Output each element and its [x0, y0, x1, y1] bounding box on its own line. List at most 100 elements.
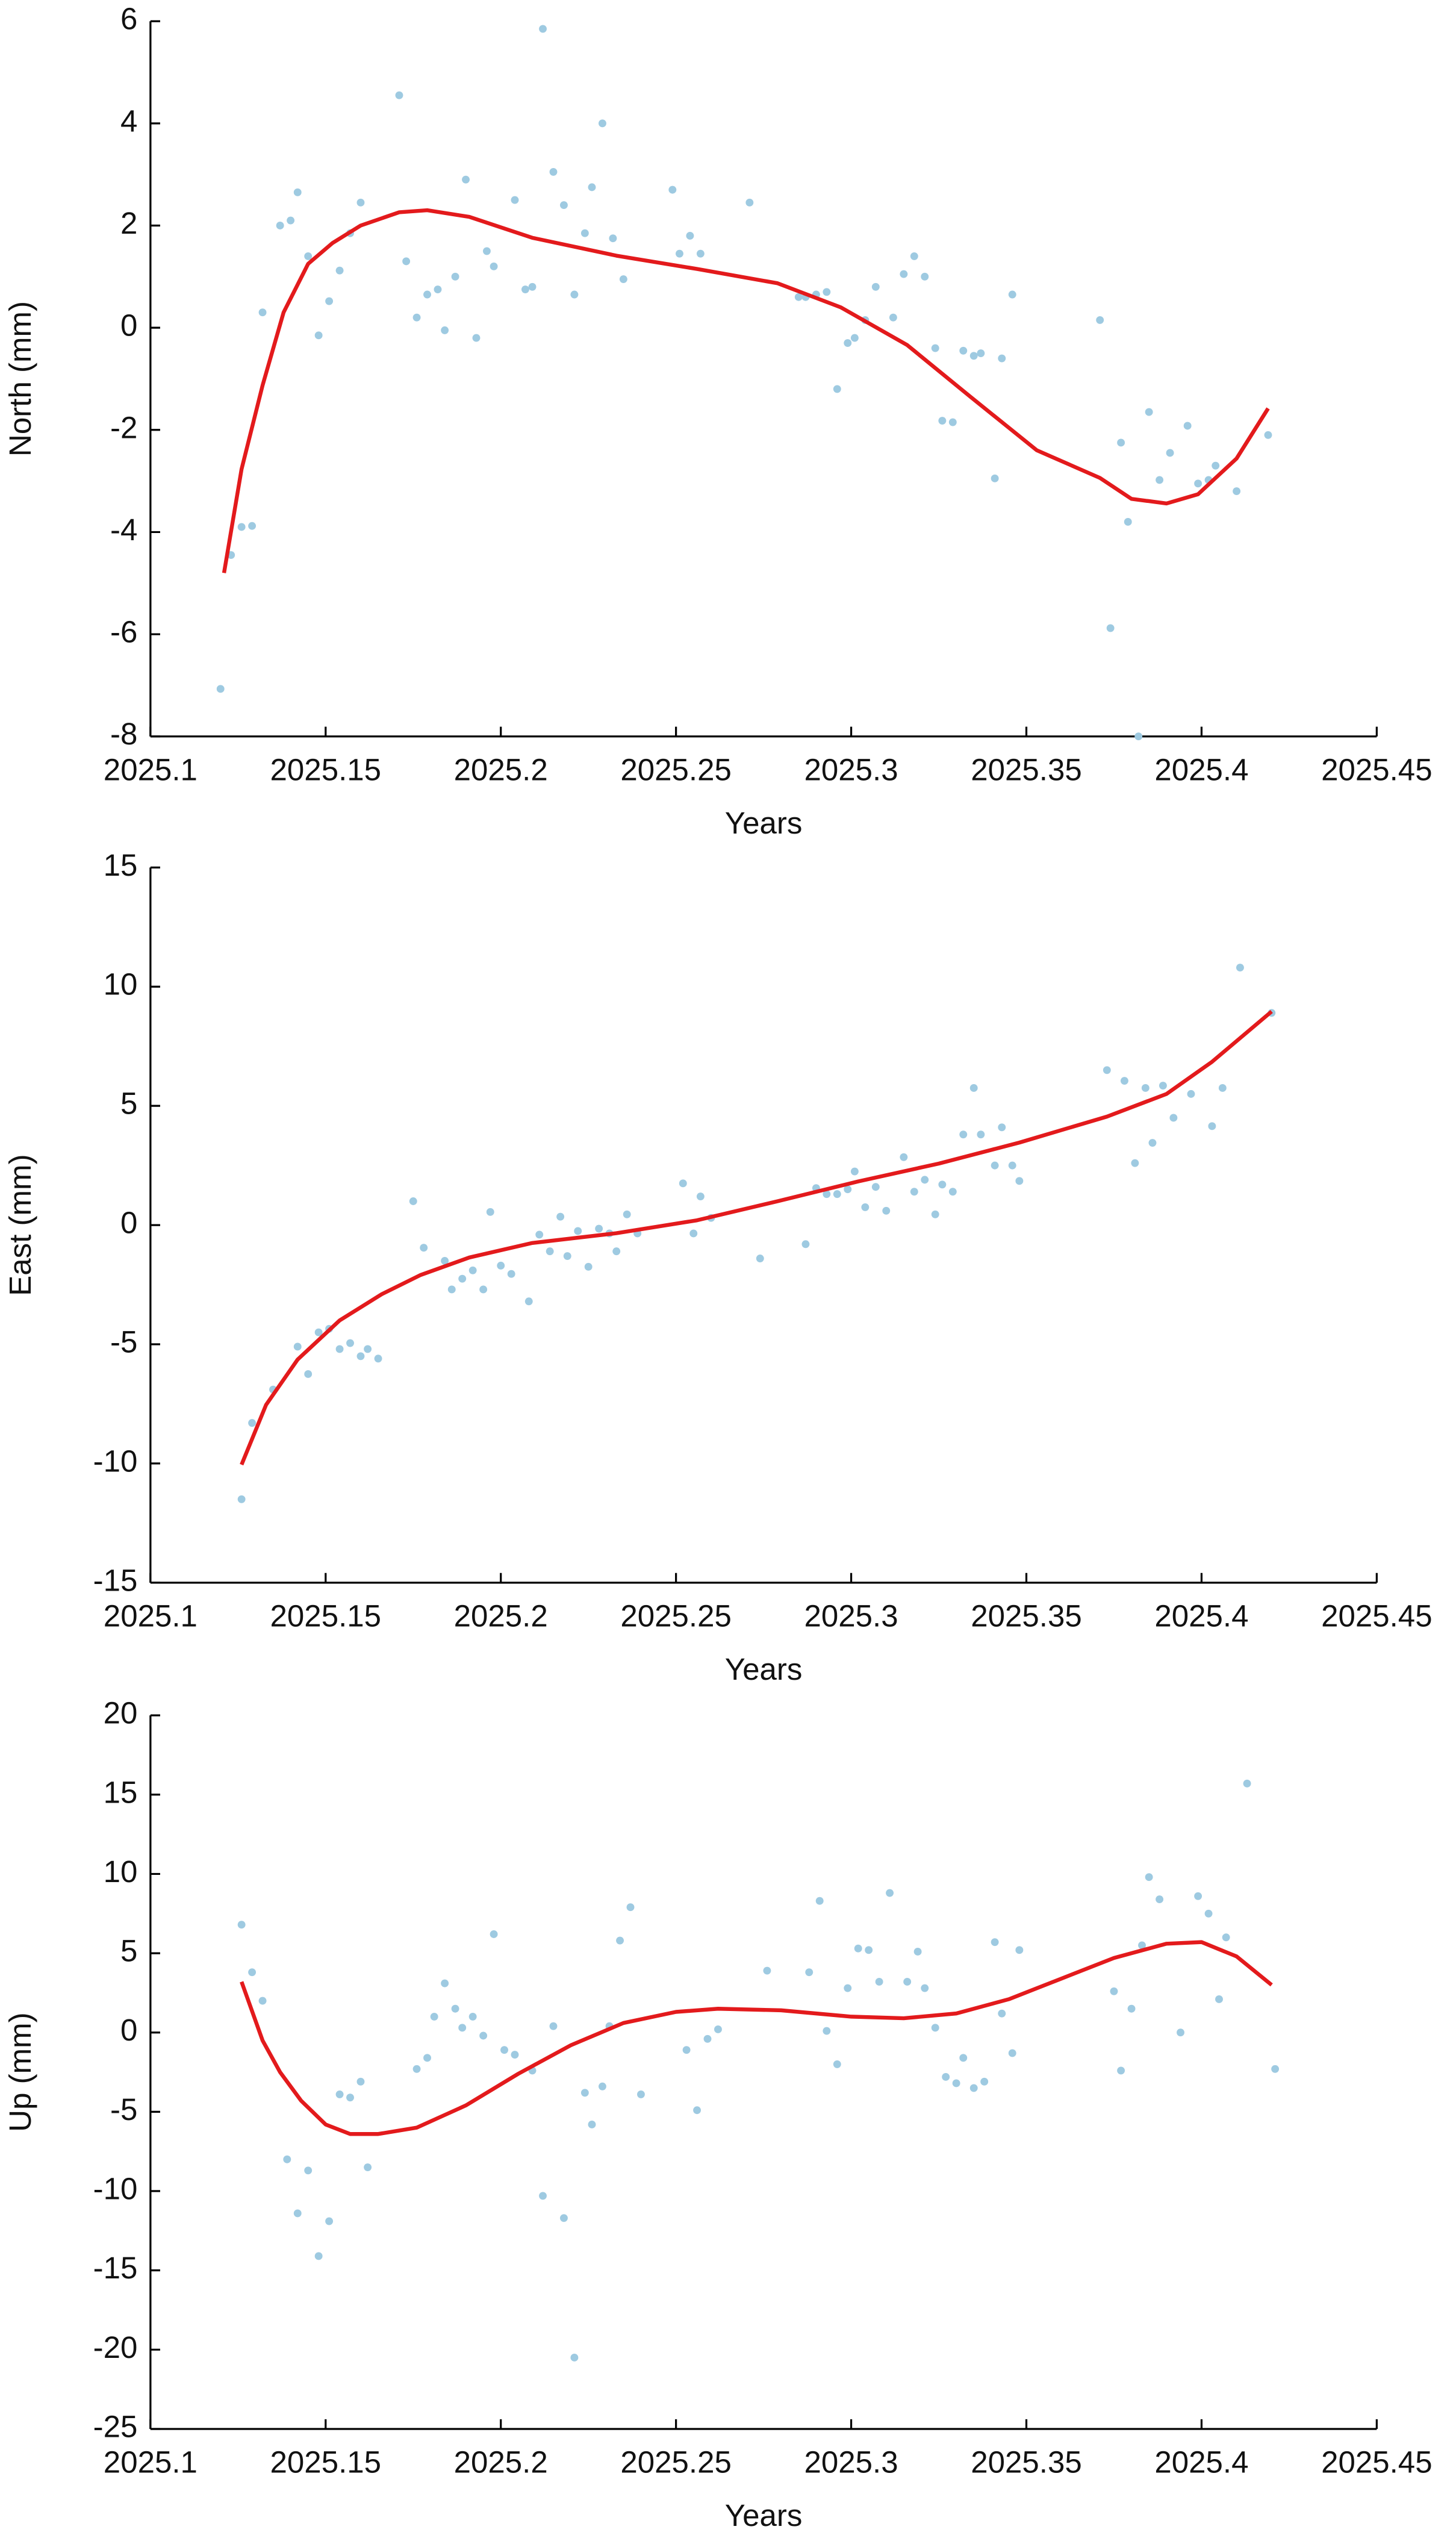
data-point — [1124, 518, 1132, 526]
data-point — [977, 349, 985, 357]
data-point — [1145, 408, 1153, 416]
data-point — [458, 2024, 467, 2032]
data-point — [479, 2031, 488, 2040]
data-point — [490, 1930, 498, 1938]
data-point — [479, 1285, 488, 1294]
x-tick-label: 2025.2 — [454, 2445, 548, 2480]
data-point — [823, 288, 831, 296]
data-point — [468, 2012, 477, 2021]
data-point — [248, 1419, 257, 1427]
y-tick-label: -8 — [110, 717, 137, 751]
data-point — [1159, 1082, 1167, 1090]
data-point — [910, 252, 918, 260]
data-point — [931, 1210, 939, 1218]
data-point — [574, 1227, 582, 1235]
data-point — [833, 1190, 841, 1199]
data-point — [560, 201, 568, 210]
data-point — [850, 334, 859, 342]
y-tick-label: 0 — [120, 308, 137, 343]
data-point — [539, 25, 547, 33]
data-point — [948, 1188, 957, 1196]
y-tick-label: -25 — [93, 2409, 138, 2443]
data-point — [539, 2192, 547, 2200]
data-point — [921, 1176, 929, 1184]
data-point — [462, 175, 470, 184]
data-point — [1148, 1139, 1157, 1147]
fit-line — [240, 1009, 1273, 1466]
data-point — [276, 222, 284, 229]
data-point — [948, 418, 957, 426]
data-point — [854, 1944, 862, 1953]
data-point — [409, 1197, 417, 1205]
fit-line — [222, 208, 1270, 573]
data-point — [546, 1247, 554, 1256]
data-point — [1169, 1114, 1178, 1122]
data-point — [844, 1984, 852, 1992]
data-point — [412, 2065, 421, 2073]
data-point — [1271, 2065, 1280, 2073]
data-point — [588, 2120, 596, 2128]
y-tick-label: 10 — [104, 967, 138, 1002]
data-point — [998, 2009, 1006, 2018]
data-point — [395, 91, 403, 99]
x-tick-label: 2025.45 — [1321, 1598, 1432, 1633]
data-point — [472, 334, 481, 342]
data-point — [714, 2025, 722, 2033]
y-axis-title: North (mm) — [3, 301, 37, 457]
x-tick-label: 2025.4 — [1154, 1598, 1248, 1633]
y-tick-label: -5 — [110, 2092, 137, 2127]
data-point — [900, 1153, 908, 1161]
data-point — [556, 1212, 565, 1221]
chart: -8 -6 -4 -2 0 2 4 6 2025.1 2025.15 2025.2 2025.25 20… — [3, 2, 1432, 840]
data-point — [959, 2054, 968, 2062]
data-point — [314, 331, 323, 340]
data-point — [468, 1266, 477, 1274]
fit-line — [240, 1940, 1273, 2136]
data-point — [693, 2106, 702, 2115]
y-tick-label: -6 — [110, 615, 137, 649]
data-point — [1096, 316, 1104, 324]
data-point — [560, 2214, 568, 2222]
data-point — [1156, 476, 1164, 484]
y-tick-label: -15 — [93, 2251, 138, 2285]
data-point — [626, 1903, 635, 1912]
data-point — [871, 282, 880, 291]
data-point — [283, 2155, 291, 2163]
y-tick-label: -20 — [93, 2330, 138, 2365]
data-point — [441, 326, 449, 334]
data-point — [980, 2077, 989, 2086]
data-point — [952, 2079, 960, 2087]
data-point — [703, 2034, 712, 2043]
data-point — [1177, 2028, 1184, 2037]
data-point — [356, 198, 365, 207]
data-point — [637, 2090, 645, 2098]
data-point — [434, 285, 442, 293]
data-point — [619, 275, 627, 284]
data-point — [356, 1352, 365, 1361]
data-point — [237, 1495, 246, 1503]
data-point — [938, 417, 947, 425]
x-tick-label: 2025.35 — [971, 2445, 1081, 2480]
data-point — [676, 249, 683, 258]
data-point — [402, 257, 411, 266]
y-tick-label: -5 — [110, 1324, 137, 1359]
data-point — [833, 385, 841, 393]
data-point — [969, 2084, 978, 2092]
data-point — [482, 247, 491, 255]
data-point — [844, 1185, 852, 1194]
data-point — [248, 522, 257, 530]
data-point — [423, 2054, 431, 2062]
data-point — [616, 1936, 624, 1945]
data-point — [977, 1130, 985, 1139]
data-point — [1236, 964, 1244, 972]
x-tick-label: 2025.15 — [270, 1598, 381, 1633]
data-point — [882, 1206, 891, 1215]
data-point — [886, 1889, 894, 1897]
data-point — [1141, 1084, 1150, 1092]
y-tick-label: 10 — [104, 1854, 138, 1889]
data-point — [420, 1244, 428, 1252]
y-tick-label: 2 — [120, 206, 137, 240]
data-point — [293, 1342, 302, 1351]
data-point — [584, 1262, 593, 1271]
